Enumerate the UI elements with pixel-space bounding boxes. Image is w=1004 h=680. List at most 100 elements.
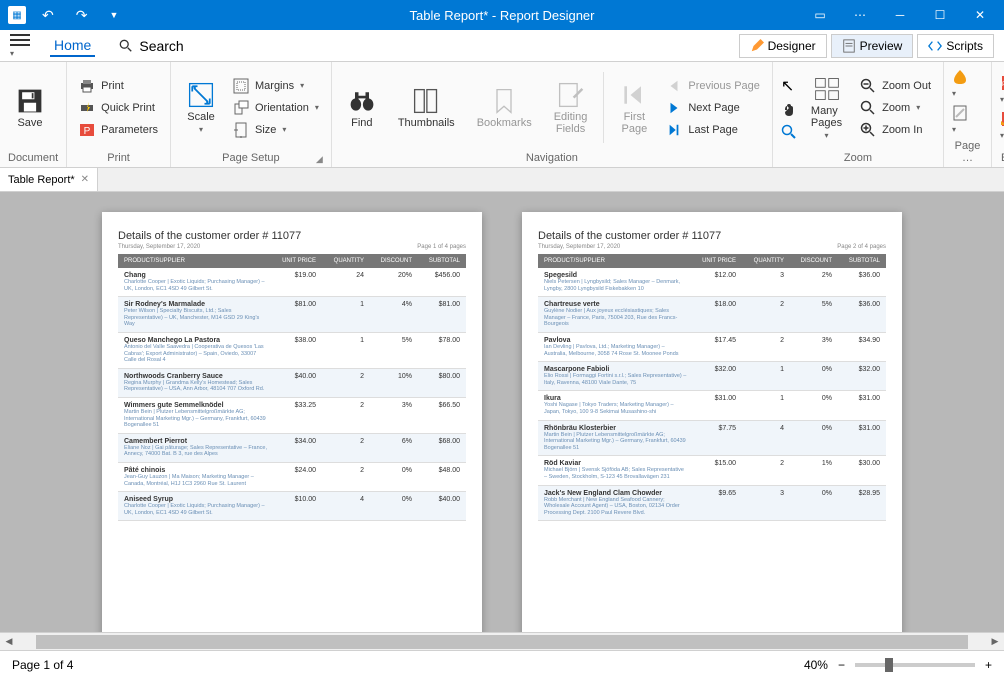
first-page-icon	[620, 81, 648, 109]
report-date: Thursday, September 17, 2020	[538, 244, 620, 250]
minimize-icon[interactable]: ─	[884, 3, 916, 27]
ribbon-label-page-setup: Page Setup◢	[179, 149, 323, 167]
zoom-increase-button[interactable]: +	[985, 658, 992, 672]
preview-page-2: Details of the customer order # 11077 Th…	[522, 212, 902, 632]
qat-dropdown-icon[interactable]: ▼	[103, 8, 124, 22]
thumbnails-icon	[412, 87, 440, 115]
window-title: Table Report* - Report Designer	[410, 8, 595, 23]
zoom-button[interactable]: Zoom	[856, 98, 935, 118]
code-icon	[928, 39, 942, 53]
table-row: Camembert PierrotEliane Noz | Gai pâtura…	[118, 434, 466, 463]
document-tab[interactable]: Table Report* ✕	[0, 168, 98, 191]
quick-print-button[interactable]: Quick Print	[75, 98, 162, 118]
table-row: Aniseed SyrupCharlotte Cooper | Exotic L…	[118, 492, 466, 521]
undo-icon[interactable]: ↶	[36, 5, 60, 26]
scale-icon	[187, 81, 215, 109]
scale-button[interactable]: Scale	[179, 68, 223, 147]
search-icon	[119, 39, 133, 53]
ribbon-group-page-setup: Scale Margins Orientation Size Page Setu…	[171, 62, 332, 167]
ribbon-label-zoom: Zoom	[781, 149, 935, 167]
table-row: Chartreuse verteGuylène Nodier | Aux joy…	[538, 297, 886, 333]
search-tab[interactable]: Search	[115, 36, 187, 56]
zoom-decrease-button[interactable]: −	[838, 658, 845, 672]
bookmarks-button: Bookmarks	[469, 68, 540, 147]
orientation-button[interactable]: Orientation	[229, 98, 323, 118]
parameters-icon: P	[79, 122, 95, 138]
table-row: Mascarpone FabioliElio Rossi | Formaggi …	[538, 362, 886, 391]
table-row: Rhönbräu KlosterbierMartin Bein | Plutze…	[538, 421, 886, 457]
margins-icon	[233, 78, 249, 94]
table-row: Pâté chinoisJean-Guy Lauzon | Ma Maison;…	[118, 463, 466, 492]
many-pages-button[interactable]: Many Pages	[803, 68, 850, 147]
prev-icon	[666, 78, 682, 94]
ribbon-label-export: Exp…	[1000, 149, 1004, 167]
magnifier-tool-icon[interactable]	[781, 124, 797, 140]
statusbar: Page 1 of 4 40% − +	[0, 650, 1004, 678]
scroll-right-icon[interactable]: ▶	[986, 636, 1004, 647]
preview-workspace[interactable]: Details of the customer order # 11077 Th…	[0, 192, 1004, 632]
next-page-button[interactable]: Next Page	[662, 98, 764, 118]
table-row: Jack's New England Clam ChowderRobb Merc…	[538, 486, 886, 522]
ribbon-group-zoom: ↖ Many Pages Zoom Out Zoom Zoom In Zoom	[773, 62, 944, 167]
document-tabstrip: Table Report* ✕	[0, 168, 1004, 192]
size-button[interactable]: Size	[229, 120, 323, 140]
ribbon-label-page: Page …	[952, 137, 983, 167]
preview-view-button[interactable]: Preview	[831, 34, 914, 58]
home-tab[interactable]: Home	[50, 35, 95, 57]
ribbon-label-print: Print	[75, 149, 162, 167]
zoom-in-button[interactable]: Zoom In	[856, 120, 935, 140]
report-page-info: Page 2 of 4 pages	[837, 244, 886, 250]
scripts-view-button[interactable]: Scripts	[917, 34, 994, 58]
zoom-slider[interactable]	[855, 663, 975, 667]
table-row: SpegesildNiels Petersen | Lyngbysild; Sa…	[538, 268, 886, 297]
last-icon	[666, 122, 682, 138]
export-pdf-button[interactable]: PDF	[1000, 75, 1004, 105]
save-button[interactable]: Save	[8, 68, 52, 147]
table-row: ChangCharlotte Cooper | Exotic Liquids; …	[118, 268, 466, 297]
export-pdf-mail-button[interactable]	[1000, 111, 1004, 141]
horizontal-scrollbar[interactable]: ◀ ▶	[0, 632, 1004, 650]
close-icon[interactable]: ✕	[964, 3, 996, 27]
first-page-button: First Page	[612, 68, 656, 147]
ribbon-group-print: Print Quick Print PParameters Print	[67, 62, 171, 167]
table-header: PRODUCT/SUPPLIERUNIT PRICEQUANTITYDISCOU…	[538, 254, 886, 268]
close-tab-icon[interactable]: ✕	[81, 174, 89, 185]
table-row: Northwoods Cranberry SauceRegina Murphy …	[118, 369, 466, 398]
ribbon-options-icon[interactable]: ▭	[804, 3, 836, 27]
help-icon[interactable]: ⋯	[844, 3, 876, 27]
document-icon	[842, 39, 856, 53]
ribbon-group-page: Page …	[944, 62, 992, 167]
parameters-button[interactable]: PParameters	[75, 120, 162, 140]
report-date: Thursday, September 17, 2020	[118, 244, 200, 250]
app-menu-button[interactable]	[10, 34, 30, 58]
ribbon-group-navigation: Find Thumbnails Bookmarks Editing Fields…	[332, 62, 773, 167]
scroll-left-icon[interactable]: ◀	[0, 636, 18, 647]
redo-icon[interactable]: ↷	[70, 5, 94, 26]
zoom-out-button[interactable]: Zoom Out	[856, 76, 935, 96]
pencil-icon	[750, 39, 764, 53]
titlebar: ▦ ↶ ↷ ▼ Table Report* - Report Designer …	[0, 0, 1004, 30]
status-page-info: Page 1 of 4	[12, 658, 73, 672]
page-color-button[interactable]	[952, 69, 968, 99]
table-row: Queso Manchego La PastoraAntonio del Val…	[118, 333, 466, 369]
status-zoom-pct: 40%	[804, 658, 828, 672]
designer-view-button[interactable]: Designer	[739, 34, 827, 58]
hand-tool-icon[interactable]	[781, 102, 797, 118]
last-page-button[interactable]: Last Page	[662, 120, 764, 140]
thumbnails-button[interactable]: Thumbnails	[390, 68, 463, 147]
next-icon	[666, 100, 682, 116]
table-row: Röd KaviarMichael Björn | Svensk Sjöföda…	[538, 456, 886, 485]
print-button[interactable]: Print	[75, 76, 162, 96]
maximize-icon[interactable]: ☐	[924, 3, 956, 27]
margins-button[interactable]: Margins	[229, 76, 323, 96]
pointer-tool-icon[interactable]: ↖	[781, 76, 797, 96]
page-setup-dialog-launcher[interactable]: ◢	[316, 154, 323, 165]
find-button[interactable]: Find	[340, 68, 384, 147]
printer-icon	[79, 78, 95, 94]
ribbon-label-document: Document	[8, 149, 58, 167]
table-header: PRODUCT/SUPPLIERUNIT PRICEQUANTITYDISCOU…	[118, 254, 466, 268]
ribbon: Save Document Print Quick Print PParamet…	[0, 62, 1004, 168]
orientation-icon	[233, 100, 249, 116]
watermark-button[interactable]	[952, 105, 968, 135]
many-pages-icon	[813, 75, 841, 103]
